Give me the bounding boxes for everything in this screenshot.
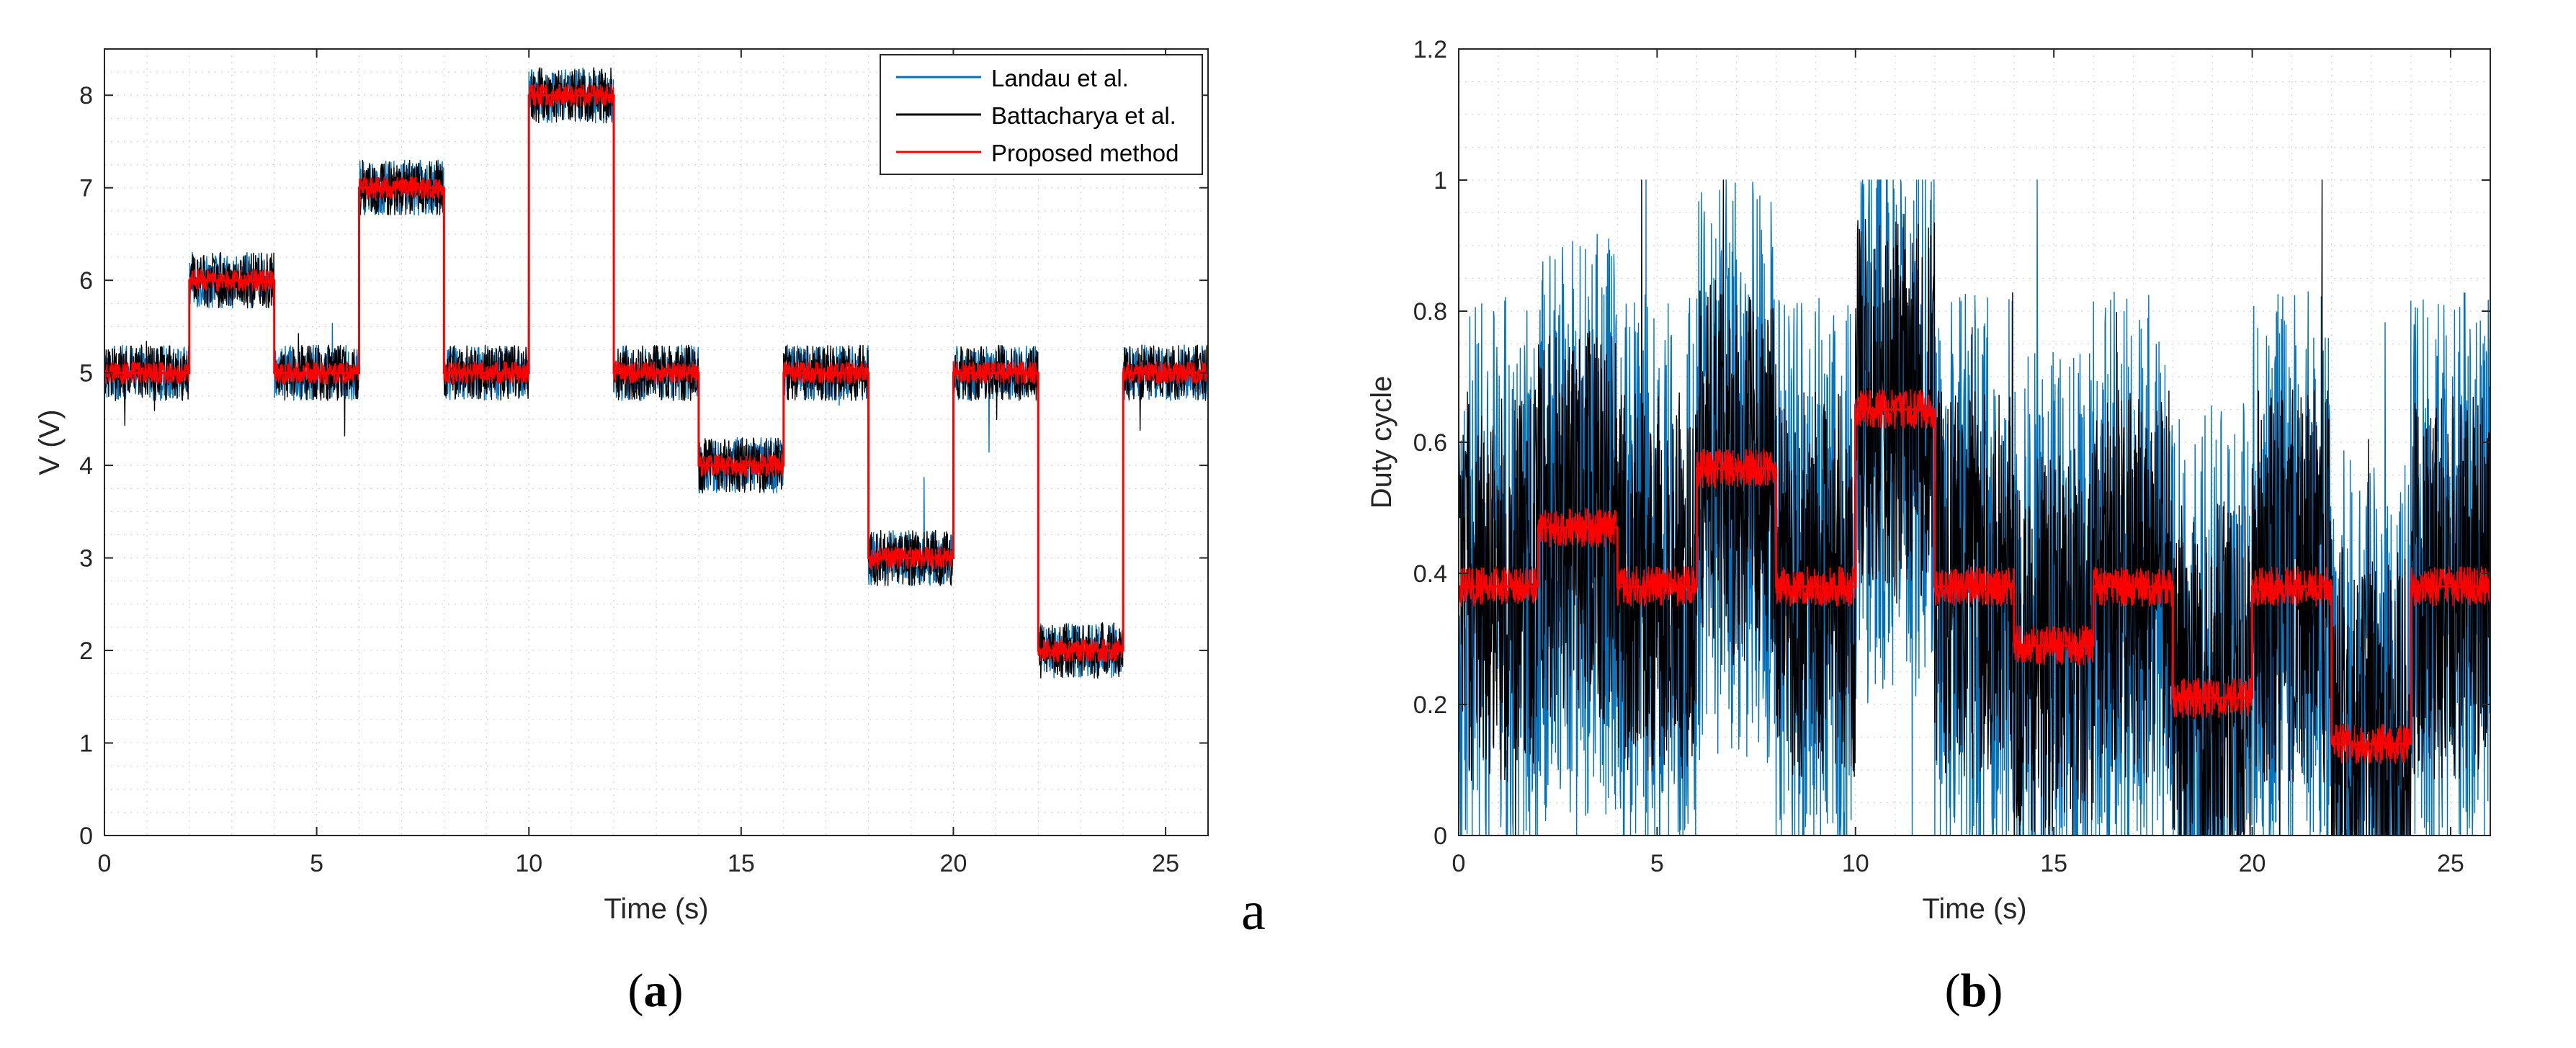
chart-a-ylabel: V (V) [34, 409, 66, 475]
chart-a-panel-letter: a [644, 964, 668, 1017]
y-tick-label: 4 [79, 452, 93, 480]
series-proposed-step [1459, 408, 2490, 745]
chart-b-ticks: 0 5 10 15 20 25 0 0.2 0.4 0.6 0.8 1 1.2 [1413, 36, 2490, 877]
chart-a-panel-label: (a) [628, 964, 684, 1017]
legend-label-landau: Landau et al. [991, 65, 1129, 91]
x-tick-label: 25 [1152, 850, 1179, 877]
x-tick-label: 15 [2040, 850, 2067, 877]
y-tick-label: 7 [79, 175, 93, 202]
y-tick-label: 0.4 [1413, 560, 1447, 588]
y-tick-label: 5 [79, 360, 93, 388]
y-tick-label: 3 [79, 545, 93, 573]
y-tick-label: 0 [79, 823, 93, 850]
y-tick-label: 0.8 [1413, 298, 1447, 326]
x-tick-label: 10 [515, 850, 542, 877]
series-proposed-step [104, 94, 1208, 652]
chart-a-ticks: 0 5 10 15 20 25 0 1 2 3 4 5 6 7 8 [79, 49, 1208, 877]
chart-b: 0 5 10 15 20 25 0 0.2 0.4 0.6 0.8 1 1.2 Time (s) Dut… [1366, 36, 2491, 1017]
chart-a-data [104, 67, 1208, 679]
chart-a: 0 5 10 15 20 25 0 1 2 3 4 5 6 7 8 Time (s) V (V) Landa… [34, 48, 1266, 1017]
y-tick-label: 8 [79, 82, 93, 109]
x-tick-label: 5 [310, 850, 323, 877]
chart-b-xlabel: Time (s) [1922, 893, 2026, 925]
x-tick-label: 20 [940, 850, 967, 877]
x-tick-label: 10 [1842, 850, 1869, 877]
y-tick-label: 1 [79, 730, 93, 758]
series-proposed-method-line [1459, 389, 2490, 764]
chart-b-ylabel: Duty cycle [1366, 376, 1397, 509]
x-tick-label: 25 [2437, 850, 2464, 877]
chart-b-data [1459, 179, 2490, 836]
stray-letter-a: a [1241, 881, 1266, 941]
legend-label-proposed: Proposed method [991, 140, 1179, 166]
y-tick-label: 2 [79, 637, 93, 665]
x-tick-label: 20 [2239, 850, 2266, 877]
chart-b-panel-letter: b [1961, 964, 1987, 1017]
x-tick-label: 15 [728, 850, 755, 877]
legend-label-battacharya: Battacharya et al. [991, 102, 1176, 129]
y-tick-label: 1 [1434, 167, 1447, 194]
x-tick-label: 0 [1452, 850, 1466, 877]
chart-b-panel-label: (b) [1945, 964, 2003, 1017]
chart-a-legend: Landau et al. Battacharya et al. Propose… [880, 54, 1203, 175]
x-tick-label: 0 [98, 850, 112, 877]
x-tick-label: 5 [1650, 850, 1664, 877]
y-tick-label: 6 [79, 267, 93, 295]
y-tick-label: 0 [1434, 823, 1447, 850]
chart-a-axes-box [104, 48, 1209, 836]
y-tick-label: 1.2 [1413, 36, 1447, 63]
y-tick-label: 0.2 [1413, 691, 1447, 719]
series-proposed-method-line [104, 84, 1208, 663]
y-tick-label: 0.6 [1413, 429, 1447, 457]
chart-a-xlabel: Time (s) [604, 893, 708, 925]
